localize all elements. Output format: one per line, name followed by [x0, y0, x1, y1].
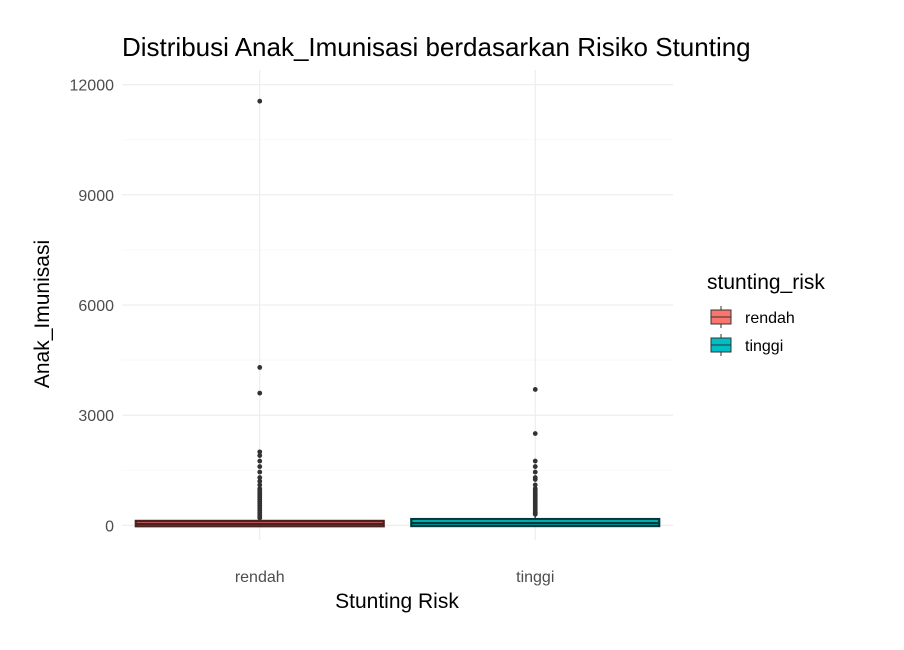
y-tick-label: 9000 [78, 188, 114, 205]
outlier-point [532, 477, 538, 482]
outlier-point [532, 458, 538, 464]
boxes [134, 515, 661, 528]
outlier-point [257, 98, 263, 104]
outlier-point [532, 464, 538, 469]
y-tick-label: 0 [105, 518, 114, 535]
outlier-point [257, 482, 263, 488]
outlier-point [257, 464, 263, 469]
y-tick-label: 3000 [78, 408, 114, 425]
outlier-point [257, 390, 263, 396]
outlier-point [257, 469, 263, 475]
legend-label: tinggi [745, 338, 783, 355]
outlier-point [257, 478, 263, 484]
y-tick-label: 6000 [78, 298, 114, 315]
x-tick-label: tinggi [516, 569, 554, 586]
outlier-point [532, 431, 538, 436]
outlier-point [257, 449, 263, 455]
y-axis-title: Anak_Imunisasi [31, 240, 54, 388]
chart-title: Distribusi Anak_Imunisasi berdasarkan Ri… [122, 32, 751, 62]
grid-lines [122, 70, 673, 540]
legend-label: rendah [745, 310, 795, 327]
outlier-point [532, 469, 538, 475]
outlier-point [257, 475, 263, 480]
legend-title: stunting_risk [707, 271, 825, 294]
outlier-point [257, 458, 263, 464]
y-tick-label: 12000 [70, 78, 115, 95]
outlier-points [257, 98, 538, 521]
x-axis-ticks: rendah tinggi [235, 569, 555, 586]
outlier-point [257, 453, 263, 458]
legend: stunting_risk rendah tinggi [707, 271, 825, 356]
outlier-point [532, 511, 538, 517]
outlier-point [257, 365, 263, 370]
outlier-point [532, 387, 538, 392]
y-axis-ticks: 0 3000 6000 9000 12000 [70, 78, 115, 536]
x-tick-label: rendah [235, 569, 285, 586]
outlier-point [532, 482, 538, 488]
x-axis-title: Stunting Risk [335, 590, 459, 613]
outlier-point [257, 515, 263, 521]
